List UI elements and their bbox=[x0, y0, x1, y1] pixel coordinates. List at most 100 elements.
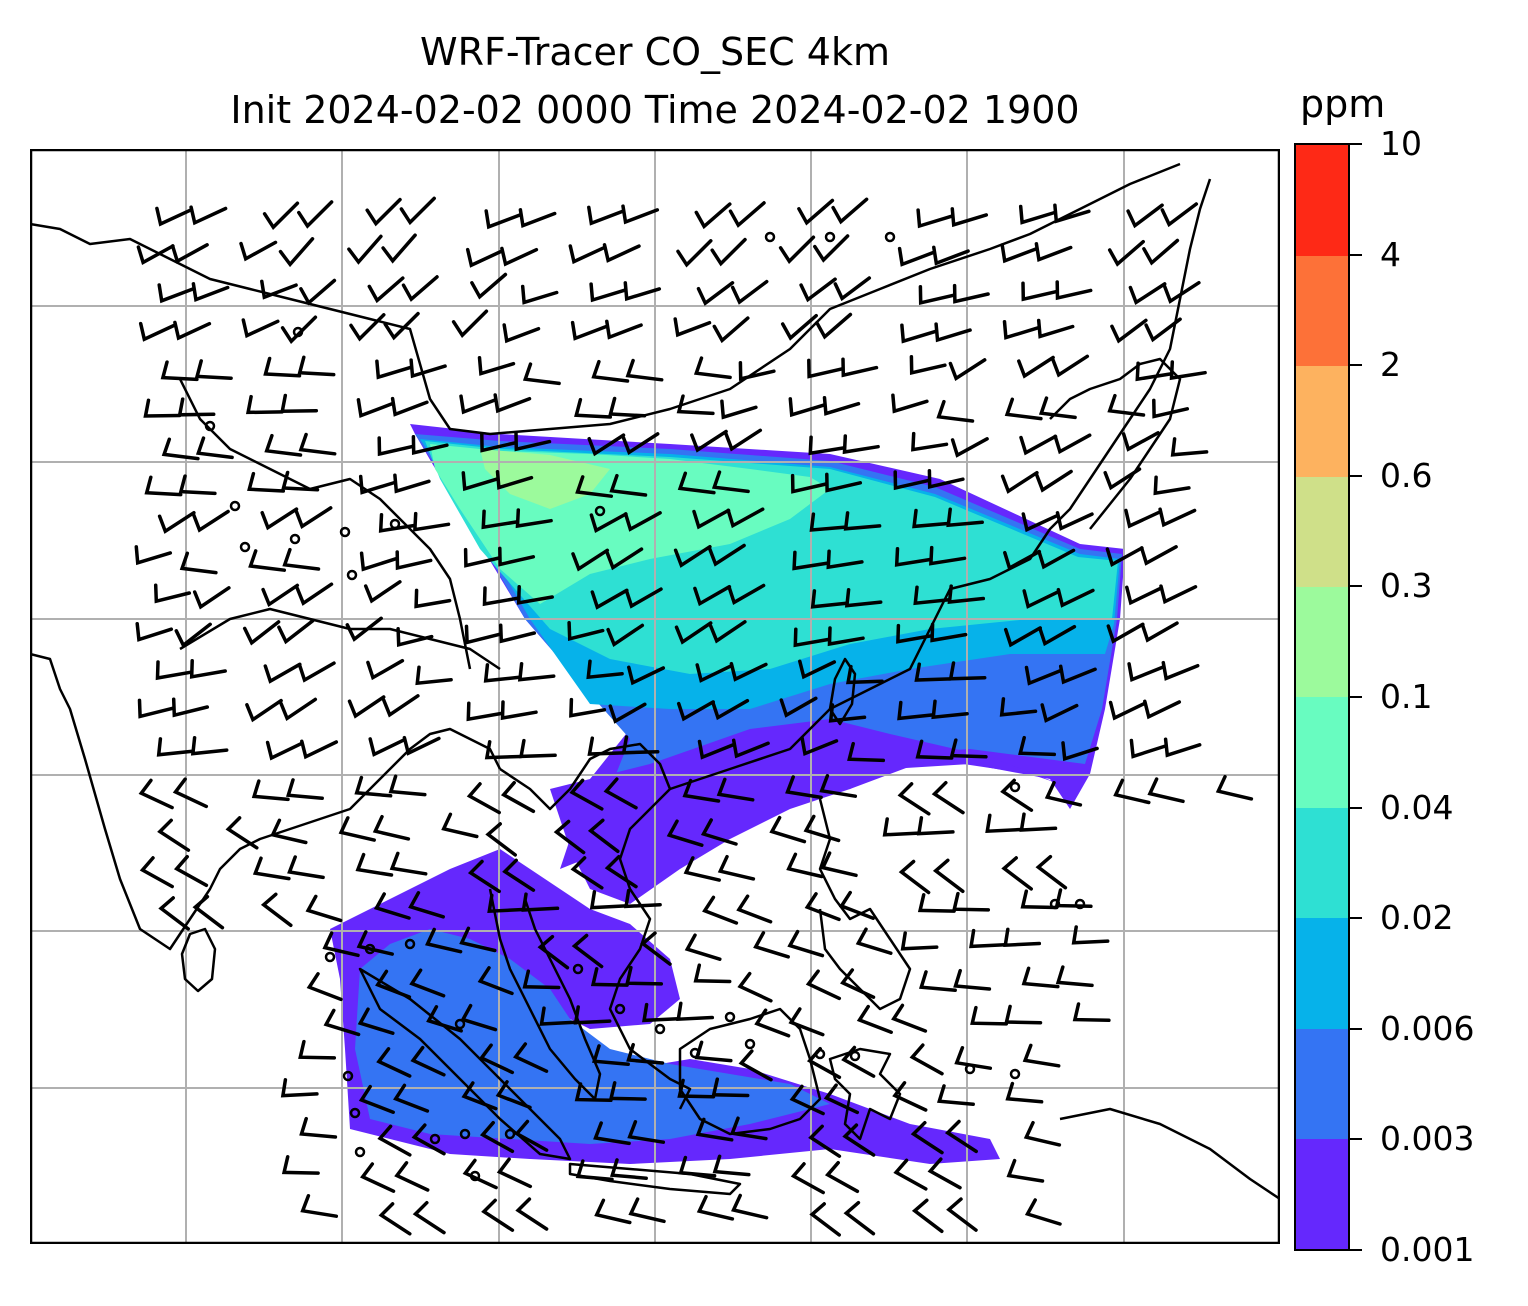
wind-barb bbox=[809, 512, 848, 532]
wind-barb bbox=[1058, 664, 1097, 685]
colorbar-tick-label: 0.02 bbox=[1380, 898, 1454, 938]
wind-barb bbox=[932, 245, 970, 266]
colorbar-segment bbox=[1296, 697, 1348, 808]
wind-barb bbox=[409, 358, 447, 379]
wind-barb bbox=[299, 278, 337, 306]
wind-barb bbox=[282, 547, 321, 571]
wind-barb bbox=[136, 244, 175, 265]
wind-barb bbox=[797, 198, 835, 226]
wind-barb bbox=[495, 1080, 532, 1110]
wind-barb bbox=[1000, 243, 1039, 264]
plume-south-level-2 bbox=[355, 929, 830, 1144]
wind-barb bbox=[263, 356, 302, 378]
wind-barb bbox=[808, 1124, 842, 1158]
calm-wind-marker bbox=[454, 1018, 466, 1030]
coastline-sumatra bbox=[358, 967, 572, 1161]
wind-barb bbox=[587, 205, 625, 226]
wind-barb bbox=[1019, 812, 1058, 832]
wind-barb bbox=[366, 658, 405, 681]
wind-barb bbox=[1126, 203, 1164, 229]
wind-barb bbox=[575, 475, 614, 498]
wind-barb bbox=[1072, 1002, 1111, 1023]
wind-barb bbox=[1140, 621, 1179, 643]
wind-barb bbox=[171, 697, 210, 718]
wind-barb bbox=[917, 893, 956, 913]
wind-barb bbox=[251, 779, 290, 802]
calm-wind-marker bbox=[1009, 781, 1021, 793]
wind-barb bbox=[587, 433, 626, 457]
wind-barb bbox=[567, 621, 605, 642]
wind-barb bbox=[177, 397, 216, 417]
wind-barb bbox=[195, 436, 234, 460]
wind-barb bbox=[470, 272, 508, 300]
wind-barb bbox=[891, 393, 929, 414]
wind-barb bbox=[297, 661, 336, 683]
colorbar-tick bbox=[1350, 917, 1362, 920]
wind-barb bbox=[347, 234, 383, 265]
wind-barb bbox=[779, 696, 818, 718]
wind-barb bbox=[1003, 549, 1042, 571]
wind-barb bbox=[730, 279, 769, 305]
wind-barb bbox=[1169, 360, 1207, 381]
wind-barb bbox=[1139, 545, 1178, 566]
map-frame-border bbox=[30, 149, 1280, 1244]
coastline-south-asia bbox=[30, 652, 502, 951]
wind-barb bbox=[1017, 355, 1055, 379]
wind-barb bbox=[914, 662, 953, 682]
wind-barb bbox=[515, 508, 553, 529]
wind-barb bbox=[1019, 434, 1058, 456]
wind-barb bbox=[948, 661, 987, 681]
wind-barb bbox=[790, 1162, 825, 1195]
wind-barb bbox=[736, 894, 773, 924]
wind-barb bbox=[383, 311, 420, 341]
wind-barb bbox=[1053, 203, 1091, 224]
wind-barb bbox=[819, 774, 858, 798]
colorbar-segment bbox=[1296, 145, 1348, 256]
wind-barb bbox=[1215, 774, 1254, 801]
wind-barb bbox=[820, 851, 858, 878]
wind-barb bbox=[173, 854, 209, 888]
wind-barb bbox=[716, 777, 755, 802]
wind-barb bbox=[805, 969, 842, 1001]
wind-barb bbox=[693, 963, 732, 984]
wind-barb bbox=[1051, 354, 1090, 378]
wind-barb bbox=[394, 1161, 430, 1192]
wind-barb bbox=[1022, 589, 1061, 609]
wind-barb bbox=[393, 473, 431, 494]
wind-barb bbox=[401, 275, 439, 302]
wind-barb bbox=[909, 355, 947, 375]
colorbar-segment bbox=[1296, 476, 1348, 588]
calm-wind-marker bbox=[504, 1128, 516, 1140]
wind-barb bbox=[898, 859, 931, 895]
colorbar-tick bbox=[1350, 806, 1362, 809]
calm-wind-marker bbox=[389, 518, 401, 530]
wind-barb bbox=[823, 1083, 860, 1115]
wind-barb bbox=[840, 968, 876, 999]
wind-barb bbox=[481, 1198, 515, 1232]
colorbar-tick-label: 0.006 bbox=[1380, 1008, 1475, 1048]
wind-barb bbox=[726, 507, 765, 529]
wind-barb bbox=[1038, 396, 1077, 420]
wind-barb bbox=[297, 355, 336, 377]
wind-barb bbox=[1159, 584, 1198, 605]
wind-barb bbox=[788, 397, 827, 418]
wind-barb bbox=[279, 697, 318, 722]
wind-barb bbox=[260, 507, 299, 531]
colorbar-tick bbox=[1350, 1138, 1362, 1141]
wind-barb bbox=[676, 239, 713, 268]
wind-barb bbox=[1071, 925, 1110, 945]
wind-barb bbox=[1163, 737, 1202, 758]
coastline-sulawesi bbox=[828, 1047, 902, 1141]
wind-barb bbox=[738, 361, 776, 381]
wind-barb bbox=[1002, 319, 1041, 340]
wind-barb bbox=[915, 739, 954, 760]
wind-barb bbox=[396, 627, 434, 648]
wind-barb bbox=[803, 814, 841, 843]
wind-barb bbox=[481, 509, 519, 530]
colorbar-tick bbox=[1350, 364, 1362, 367]
wind-barb bbox=[1143, 699, 1182, 720]
wind-barb bbox=[570, 856, 604, 890]
wind-barb bbox=[999, 697, 1038, 717]
wind-barb bbox=[790, 473, 828, 494]
wind-barb bbox=[390, 396, 429, 417]
